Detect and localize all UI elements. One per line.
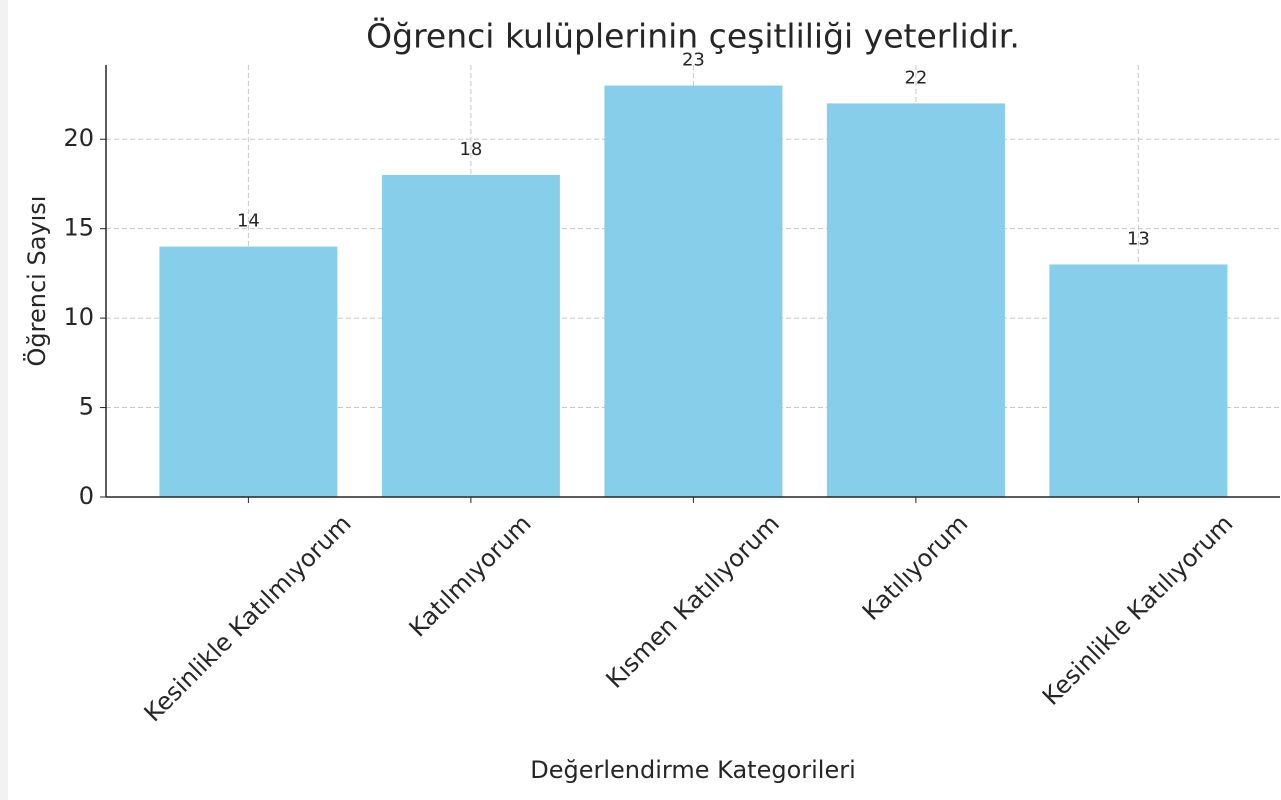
- x-tick-label: Katılıyorum: [857, 509, 974, 626]
- bar: [604, 85, 783, 498]
- value-label: 18: [459, 139, 482, 160]
- x-tick-label: Kısmen Katılıyorum: [601, 509, 785, 693]
- chart-title: Öğrenci kulüplerinin çeşitliliği yeterli…: [366, 16, 1020, 56]
- value-label: 13: [1127, 228, 1150, 249]
- y-axis-label: Öğrenci Sayısı: [22, 196, 51, 367]
- x-tick-label: Katılmıyorum: [404, 509, 537, 642]
- x-axis-label: Değerlendirme Kategorileri: [530, 756, 856, 784]
- y-tick-label: 20: [63, 124, 94, 152]
- x-tick-label: Kesinlikle Katılmıyorum: [139, 509, 357, 727]
- bar: [826, 103, 1005, 497]
- y-tick-label: 15: [63, 214, 94, 242]
- value-label: 23: [682, 50, 705, 71]
- x-tick-label: Kesinlikle Katılıyorum: [1037, 509, 1238, 710]
- value-label: 22: [904, 67, 927, 88]
- bar: [159, 246, 338, 497]
- y-tick-label: 0: [79, 482, 94, 510]
- bar: [381, 175, 560, 497]
- bar: [1049, 264, 1228, 497]
- y-tick-label: 5: [79, 393, 94, 421]
- y-tick-label: 10: [63, 303, 94, 331]
- value-label: 14: [237, 211, 260, 232]
- left-edge: [0, 0, 8, 800]
